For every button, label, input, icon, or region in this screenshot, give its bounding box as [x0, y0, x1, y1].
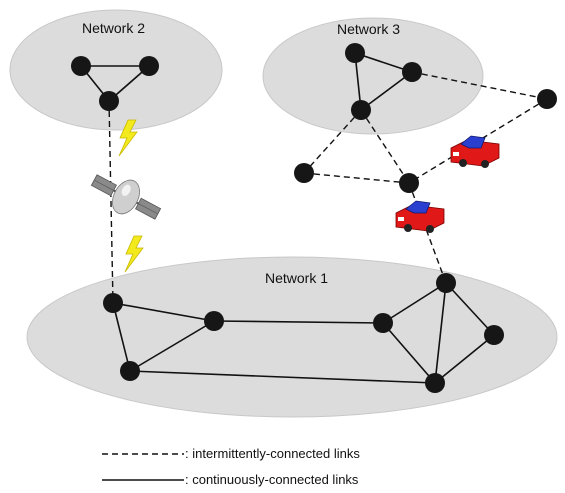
node [99, 91, 119, 111]
node [345, 43, 365, 63]
node [71, 56, 91, 76]
network-3-region [262, 17, 484, 135]
node [120, 361, 140, 381]
legend-dashed-label: : intermittently-connected links [185, 446, 360, 461]
node [294, 163, 314, 183]
legend-solid-label: : continuously-connected links [185, 472, 359, 487]
node [425, 373, 445, 393]
network-3-label: Network 3 [337, 21, 400, 37]
node [537, 89, 557, 109]
node [204, 311, 224, 331]
node [436, 273, 456, 293]
network-2-label: Network 2 [82, 20, 145, 36]
node [103, 293, 123, 313]
car-icon [450, 135, 500, 168]
node [402, 62, 422, 82]
lightning-icon [118, 119, 138, 157]
network-2-region [9, 9, 223, 131]
lightning-icon [124, 235, 144, 273]
node [351, 100, 371, 120]
node [399, 173, 419, 193]
legend: : intermittently-connected links : conti… [102, 446, 360, 487]
network-1-label: Network 1 [265, 270, 328, 286]
node [484, 325, 504, 345]
network-1-links [112, 282, 495, 384]
satellite-icon [90, 174, 162, 220]
node [139, 56, 159, 76]
car-icon [395, 200, 445, 233]
node [373, 313, 393, 333]
nodes [71, 43, 557, 393]
